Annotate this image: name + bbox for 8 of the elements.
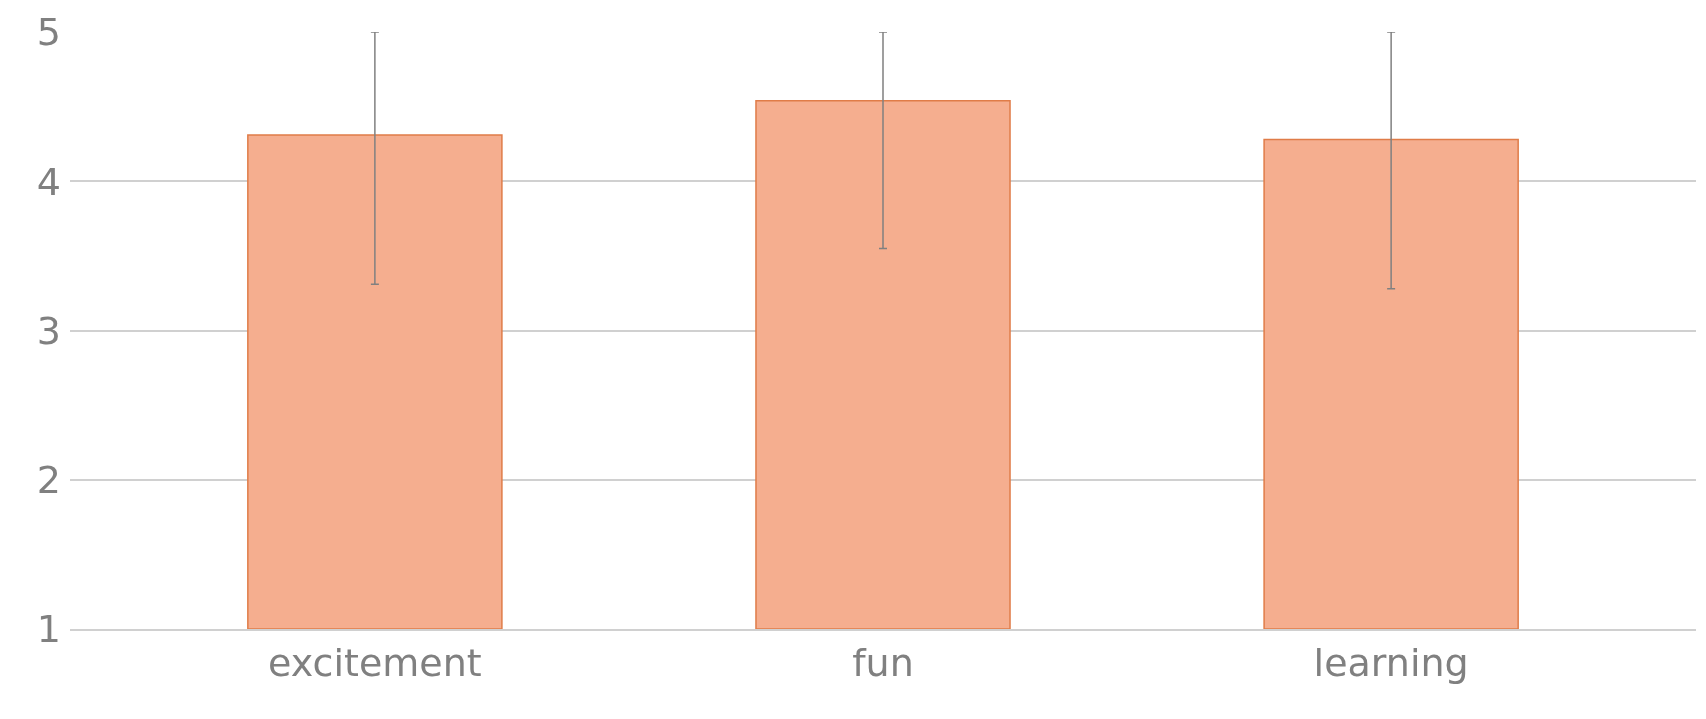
x-tick-label: learning	[1313, 641, 1469, 686]
x-tick-label: fun	[852, 641, 914, 686]
x-tick-label: excitement	[268, 641, 482, 686]
y-tick-label: 2	[36, 458, 61, 503]
y-tick-label: 4	[36, 159, 61, 204]
y-tick-label: 3	[36, 308, 61, 353]
y-tick-label: 5	[36, 10, 61, 55]
y-tick-label: 1	[36, 607, 61, 652]
